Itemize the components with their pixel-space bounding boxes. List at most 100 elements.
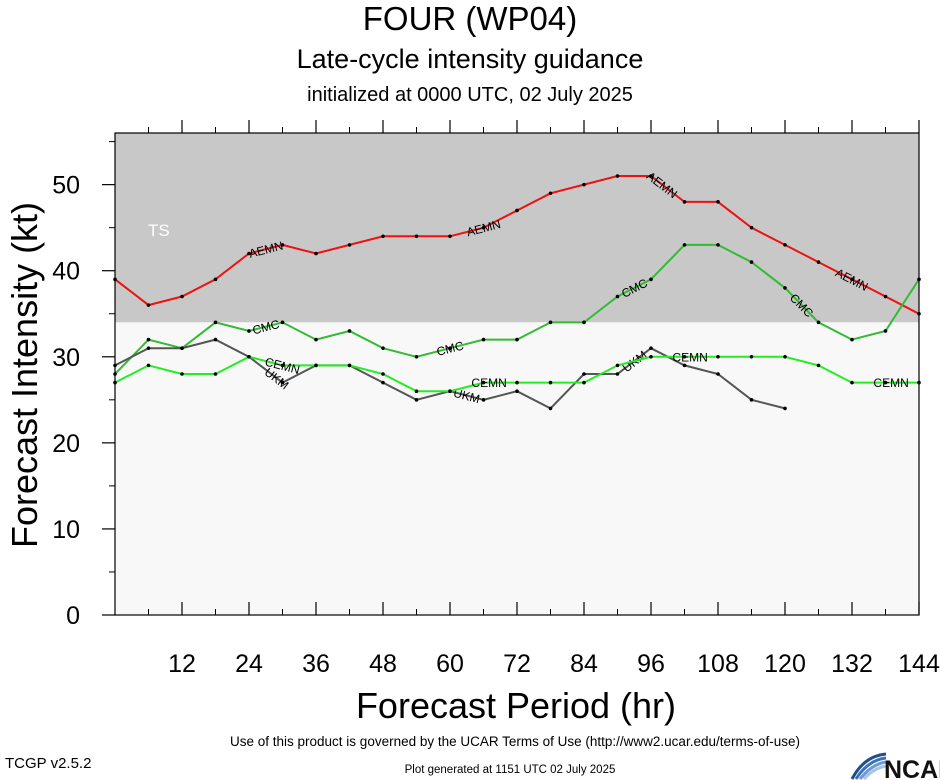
series-cemn-point [213, 372, 218, 376]
series-ukm-point [381, 380, 385, 385]
series-aemn-point [649, 174, 653, 178]
series-cemn-point [146, 363, 151, 368]
y-tick-label: 30 [52, 344, 80, 372]
series-cemn-point [481, 380, 486, 385]
series-aemn-point [213, 277, 218, 282]
series-cemn-point [280, 363, 285, 368]
x-tick-label: 48 [369, 650, 397, 678]
series-ukm-point [649, 346, 653, 350]
series-cemn-point [548, 380, 553, 385]
x-tick-label: 84 [570, 650, 598, 678]
series-cemn-point [582, 380, 586, 385]
series-cmc-point [280, 320, 285, 325]
series-cmc-point [816, 320, 821, 325]
series-label-text: UKM [452, 386, 481, 406]
series-cmc-point [247, 329, 251, 333]
x-tick-label: 36 [302, 650, 330, 678]
series-cmc-point [414, 354, 419, 359]
series-cmc-label: CMC [435, 338, 465, 358]
series-cmc-point [883, 329, 888, 333]
series-cemn-point [247, 354, 251, 359]
series-label-text: CMC [251, 317, 281, 337]
series-aemn-point [180, 294, 184, 299]
series-cmc-point [615, 294, 620, 299]
series-ukm-point [783, 406, 787, 411]
series-aemn-point [314, 251, 318, 256]
series-cmc-point [448, 346, 452, 350]
series-cemn-label: CEMN [873, 376, 908, 390]
chart-subtitle: Late-cycle intensity guidance [296, 44, 644, 74]
y-tick-label: 50 [52, 172, 80, 200]
series-ukm-point [180, 346, 184, 350]
series-cemn-point [783, 354, 787, 359]
series-aemn-point [347, 243, 352, 247]
series-aemn-point [682, 200, 687, 204]
series-lines: AEMNAEMNAEMNAEMNCMCCMCCMCCMCUKMUKMUKMCEM… [113, 169, 921, 411]
series-cemn-point [716, 354, 720, 359]
series-cemn-point [816, 363, 821, 368]
x-axis-title: Forecast Period (hr) [356, 685, 676, 726]
series-cmc-point [582, 320, 586, 325]
y-tick-label: 20 [52, 430, 80, 458]
x-tick-label: 108 [697, 650, 739, 678]
band-ts [115, 133, 919, 323]
plot-generated-time: Plot generated at 1151 UTC 02 July 2025 [404, 764, 616, 776]
series-cmc-point [649, 277, 653, 282]
series-ukm-point [582, 372, 586, 376]
y-tick-label: 10 [52, 516, 80, 544]
series-aemn-point [548, 191, 553, 196]
series-ukm-point [749, 398, 754, 402]
series-aemn-point [749, 225, 754, 230]
x-tick-label: 132 [831, 650, 873, 678]
ncar-logo-text: NCAR [884, 756, 940, 780]
series-cemn-point [850, 380, 854, 385]
y-tick-label: 0 [66, 602, 80, 630]
series-cmc-point [682, 243, 687, 247]
series-aemn-point [481, 225, 486, 230]
series-aemn-point [448, 234, 452, 239]
band-label-ts: TS [148, 221, 170, 240]
x-tick-label: 120 [764, 650, 806, 678]
series-aemn-point [582, 182, 586, 187]
series-cemn-point [180, 372, 184, 376]
series-ukm-point [716, 372, 720, 376]
series-ukm-point [615, 372, 620, 376]
series-cemn-point [682, 354, 687, 359]
series-cemn-point [314, 363, 318, 368]
x-tick-label: 72 [503, 650, 531, 678]
y-tick-label: 40 [52, 258, 80, 286]
series-cmc-point [783, 286, 787, 290]
series-cmc-point [347, 329, 352, 333]
series-cmc-label: CMC [251, 317, 281, 337]
series-cemn-label: CEMN [471, 376, 506, 390]
ncar-logo-swoosh [850, 752, 887, 780]
software-version: TCGP v2.5.2 [5, 755, 92, 772]
series-ukm-point [515, 389, 519, 394]
series-aemn-point [381, 234, 385, 239]
x-tick-label: 12 [168, 650, 196, 678]
series-cemn-point [515, 380, 519, 385]
series-cmc-point [548, 320, 553, 325]
series-cemn-point [649, 354, 653, 359]
series-aemn-point [615, 174, 620, 178]
band-below-ts [115, 322, 919, 615]
series-cmc-point [213, 320, 218, 325]
series-cmc-point [381, 346, 385, 350]
series-cemn-point [414, 389, 419, 394]
series-ukm-point [213, 337, 218, 342]
series-cemn-point [883, 380, 888, 385]
series-cmc-point [314, 337, 318, 342]
series-aemn-point [146, 303, 151, 307]
series-aemn-point [716, 200, 720, 204]
series-aemn-point [247, 251, 251, 256]
series-cmc-point [481, 337, 486, 342]
series-cemn-label: CEMN [672, 350, 707, 364]
initialization-time: initialized at 0000 UTC, 02 July 2025 [307, 84, 633, 106]
series-aemn-point [280, 243, 285, 247]
series-aemn-point [883, 294, 888, 299]
ncar-logo: NCAR [850, 752, 940, 780]
y-axis-title: Forecast Intensity (kt) [4, 202, 45, 548]
series-label-text: CEMN [471, 376, 506, 390]
